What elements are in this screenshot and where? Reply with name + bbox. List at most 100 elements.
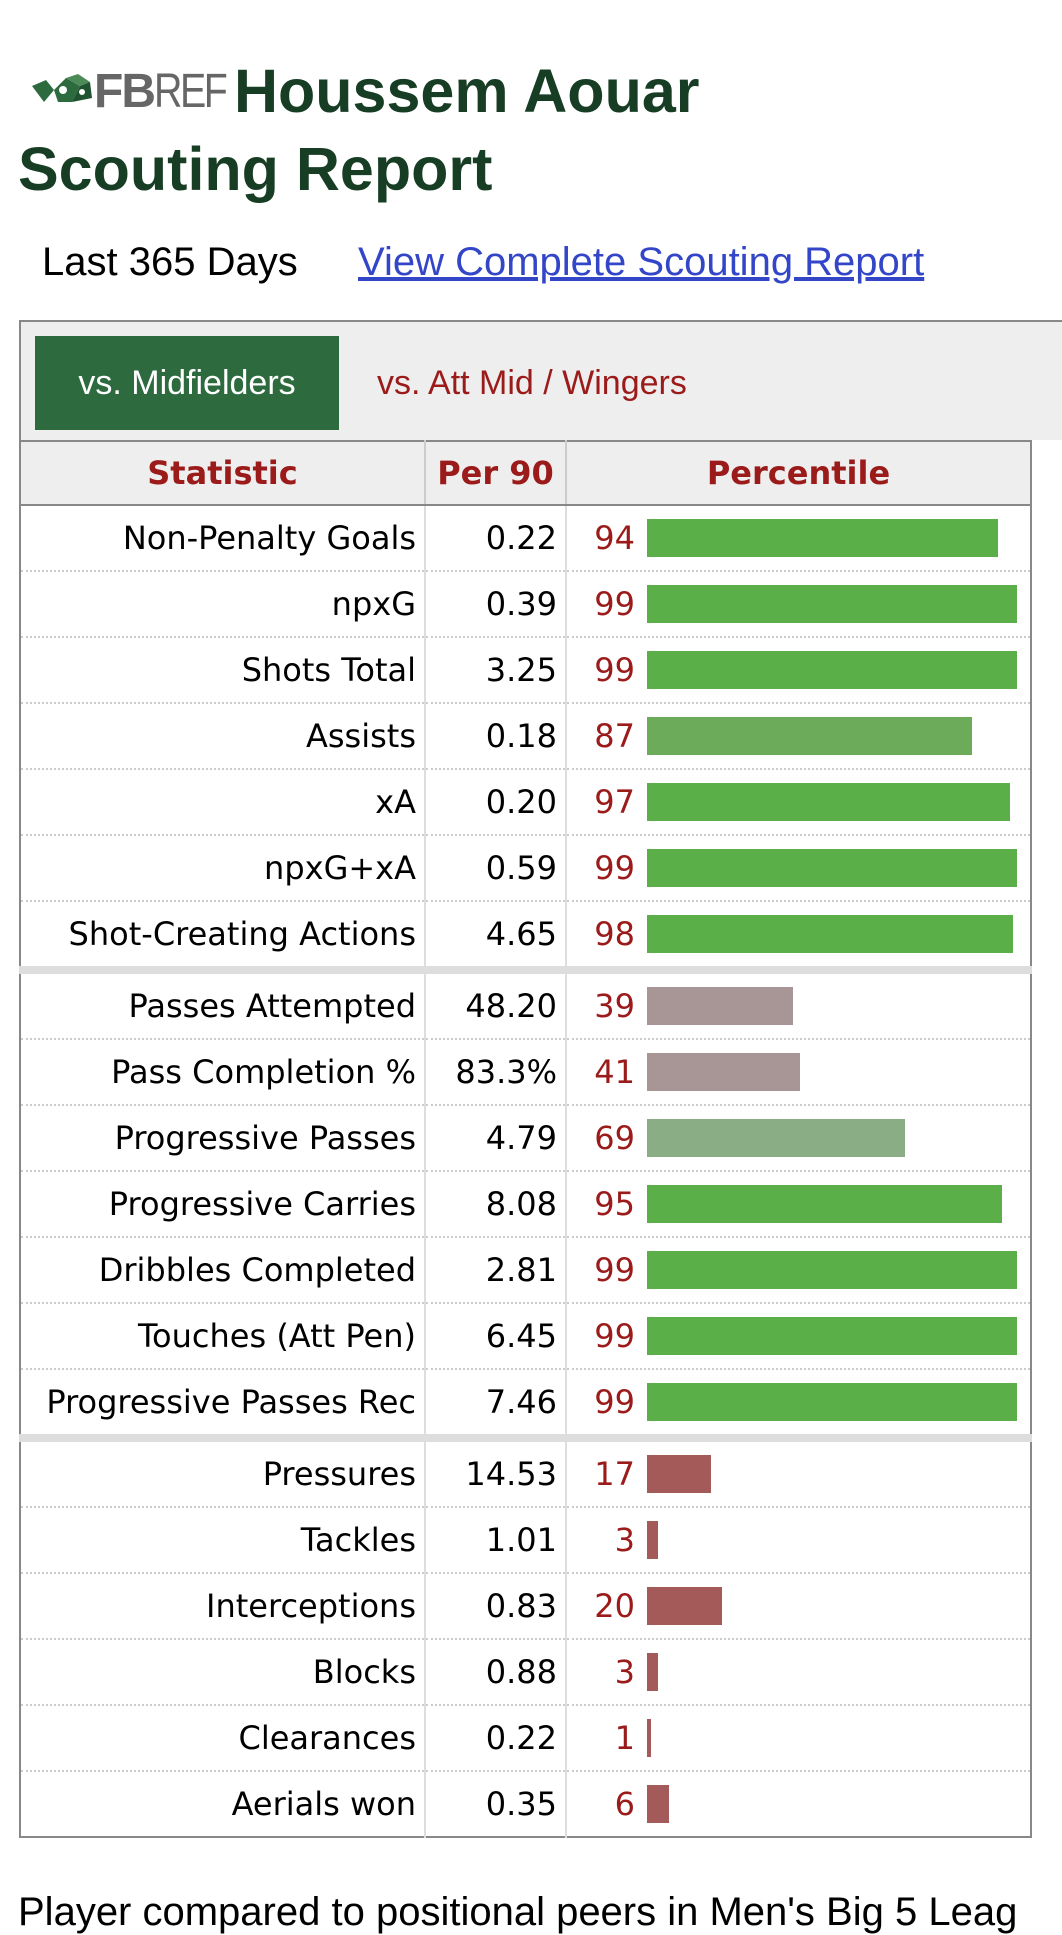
- table-header-row: Statistic Per 90 Percentile: [20, 441, 1031, 506]
- percentile-value: 95: [594, 1185, 635, 1223]
- percentile-cell: 17: [566, 1434, 1031, 1508]
- header-statistic[interactable]: Statistic: [20, 441, 426, 506]
- percentile-cell: 87: [566, 703, 1031, 770]
- per90-cell: 48.20: [425, 966, 567, 1040]
- statistic-cell: Shots Total: [20, 637, 426, 704]
- per90-cell: 0.22: [425, 505, 567, 572]
- percentile-bar: [647, 987, 793, 1025]
- percentile-bar: [647, 1653, 658, 1691]
- page-header: FB REF Houssem Aouar Scouting Report: [18, 52, 1048, 208]
- per90-cell: 83.3%: [425, 1039, 567, 1106]
- percentile-bar: [647, 1785, 669, 1823]
- percentile-cell: 99: [566, 637, 1031, 704]
- table-row: Interceptions 0.83 20: [20, 1573, 1031, 1640]
- table-row: npxG 0.39 99: [20, 571, 1031, 638]
- table-body: Non-Penalty Goals 0.22 94 npxG 0.39 99 Shots T…: [20, 505, 1031, 1838]
- statistic-cell: Assists: [20, 703, 426, 770]
- logo-fb-text: FB: [94, 65, 156, 118]
- statistic-cell: Tackles: [20, 1507, 426, 1574]
- table-row: Pass Completion % 83.3% 41: [20, 1039, 1031, 1106]
- percentile-bar: [647, 783, 1010, 821]
- table-row: Clearances 0.22 1: [20, 1705, 1031, 1772]
- percentile-bar: [647, 651, 1017, 689]
- percentile-value: 99: [594, 651, 635, 689]
- percentile-cell: 1: [566, 1705, 1031, 1772]
- percentile-value: 99: [594, 1251, 635, 1289]
- player-name: Houssem Aouar: [233, 57, 700, 125]
- percentile-bar: [647, 1119, 905, 1157]
- percentile-value: 99: [594, 1383, 635, 1421]
- per90-cell: 2.81: [425, 1237, 567, 1304]
- percentile-cell: 41: [566, 1039, 1031, 1106]
- table-row: Non-Penalty Goals 0.22 94: [20, 505, 1031, 572]
- table-row: Pressures 14.53 17: [20, 1434, 1031, 1508]
- table-row: Progressive Passes Rec 7.46 99: [20, 1369, 1031, 1439]
- statistic-cell: Passes Attempted: [20, 966, 426, 1040]
- table-row: npxG+xA 0.59 99: [20, 835, 1031, 902]
- per90-cell: 4.79: [425, 1105, 567, 1172]
- percentile-cell: 6: [566, 1771, 1031, 1838]
- per90-cell: 0.22: [425, 1705, 567, 1772]
- percentile-value: 1: [614, 1719, 635, 1757]
- per90-cell: 0.20: [425, 769, 567, 836]
- per90-cell: 0.83: [425, 1573, 567, 1640]
- statistic-cell: Touches (Att Pen): [20, 1303, 426, 1370]
- per90-cell: 0.39: [425, 571, 567, 638]
- header-per-90[interactable]: Per 90: [425, 441, 567, 506]
- tab-vs-midfielders[interactable]: vs. Midfielders: [35, 336, 339, 430]
- table-row: Touches (Att Pen) 6.45 99: [20, 1303, 1031, 1370]
- page-title-line-2: Scouting Report: [18, 135, 493, 203]
- percentile-bar: [647, 1053, 800, 1091]
- percentile-cell: 95: [566, 1171, 1031, 1238]
- statistic-cell: Dribbles Completed: [20, 1237, 426, 1304]
- per90-cell: 0.35: [425, 1771, 567, 1838]
- per90-cell: 14.53: [425, 1434, 567, 1508]
- table-row: Tackles 1.01 3: [20, 1507, 1031, 1574]
- statistic-cell: Non-Penalty Goals: [20, 505, 426, 572]
- statistic-cell: Progressive Passes: [20, 1105, 426, 1172]
- header-percentile[interactable]: Percentile: [566, 441, 1031, 506]
- percentile-cell: 94: [566, 505, 1031, 572]
- table-row: xA 0.20 97: [20, 769, 1031, 836]
- per90-cell: 8.08: [425, 1171, 567, 1238]
- percentile-cell: 99: [566, 835, 1031, 902]
- percentile-bar: [647, 1383, 1017, 1421]
- table-row: Progressive Carries 8.08 95: [20, 1171, 1031, 1238]
- statistic-cell: Aerials won: [20, 1771, 426, 1838]
- percentile-cell: 39: [566, 966, 1031, 1040]
- table-row: Passes Attempted 48.20 39: [20, 966, 1031, 1040]
- percentile-cell: 99: [566, 1237, 1031, 1304]
- statistic-cell: npxG+xA: [20, 835, 426, 902]
- percentile-value: 69: [594, 1119, 635, 1157]
- table-row: Shots Total 3.25 99: [20, 637, 1031, 704]
- percentile-value: 39: [594, 987, 635, 1025]
- percentile-bar: [647, 1587, 722, 1625]
- statistic-cell: Interceptions: [20, 1573, 426, 1640]
- percentile-bar: [647, 519, 998, 557]
- fbref-ball-icon: [32, 74, 92, 102]
- table-row: Blocks 0.88 3: [20, 1639, 1031, 1706]
- table-row: Aerials won 0.35 6: [20, 1771, 1031, 1838]
- footer-note: Player compared to positional peers in M…: [18, 1890, 1018, 1934]
- statistic-cell: Pass Completion %: [20, 1039, 426, 1106]
- statistic-cell: Blocks: [20, 1639, 426, 1706]
- report-subline: Last 365 Days View Complete Scouting Rep…: [42, 240, 924, 285]
- table-row: Assists 0.18 87: [20, 703, 1031, 770]
- view-complete-report-link[interactable]: View Complete Scouting Report: [358, 240, 925, 284]
- percentile-bar: [647, 849, 1017, 887]
- fbref-logo[interactable]: FB REF: [32, 65, 228, 118]
- comparison-tabs: vs. Midfielders vs. Att Mid / Wingers: [19, 320, 1062, 440]
- percentile-bar: [647, 1455, 711, 1493]
- per90-cell: 0.59: [425, 835, 567, 902]
- tab-vs-att-mid-wingers[interactable]: vs. Att Mid / Wingers: [377, 363, 687, 402]
- per90-cell: 0.88: [425, 1639, 567, 1706]
- per90-cell: 3.25: [425, 637, 567, 704]
- percentile-bar: [647, 1185, 1002, 1223]
- percentile-value: 87: [594, 717, 635, 755]
- table-row: Shot-Creating Actions 4.65 98: [20, 901, 1031, 971]
- percentile-value: 20: [594, 1587, 635, 1625]
- percentile-cell: 20: [566, 1573, 1031, 1640]
- statistic-cell: npxG: [20, 571, 426, 638]
- percentile-cell: 98: [566, 901, 1031, 971]
- statistic-cell: Pressures: [20, 1434, 426, 1508]
